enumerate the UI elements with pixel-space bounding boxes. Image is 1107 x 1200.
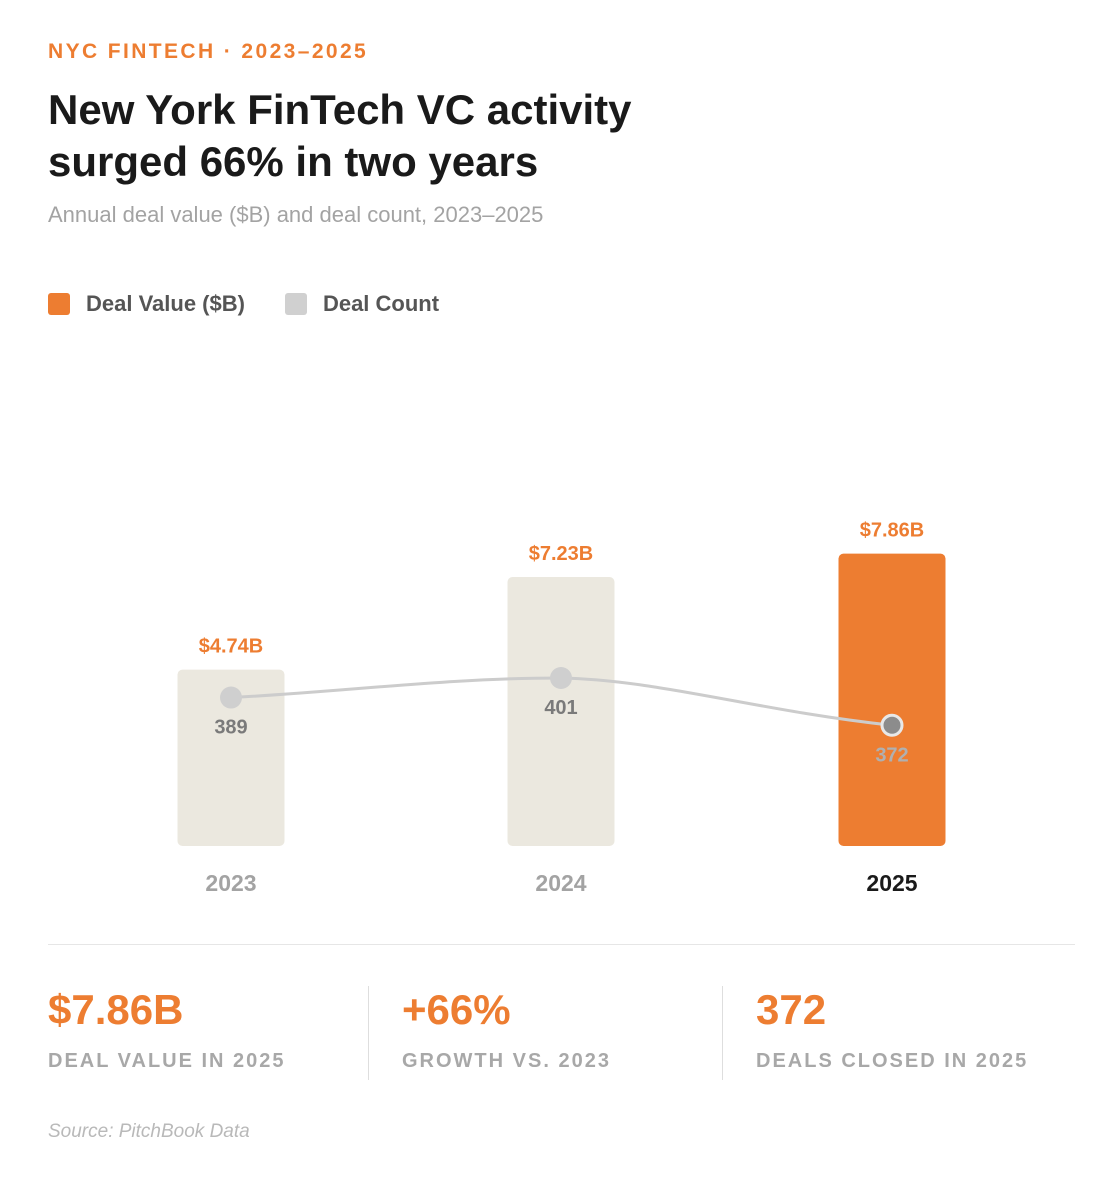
chart-title-line-2: surged 66% in two years <box>48 138 539 185</box>
stat-deal-value: $7.86B DEAL VALUE IN 2025 <box>48 986 286 1080</box>
bar-deal-value <box>507 577 615 846</box>
deal-count-point <box>220 686 242 709</box>
legend-label-deal-count: Deal Count <box>322 291 440 316</box>
x-tick-label: 2025 <box>866 870 917 896</box>
eyebrow-label: NYC FINTECH · 2023–2025 <box>48 40 369 63</box>
legend-item-deal-value: Deal Value ($B) <box>48 291 245 317</box>
stat-growth-label: GROWTH VS. 2023 <box>402 1050 611 1072</box>
source-note: Source: PitchBook Data <box>48 1121 250 1142</box>
deal-count-label: 389 <box>214 717 247 739</box>
stat-separator <box>722 986 723 1080</box>
stat-growth-number: +66% <box>402 986 511 1033</box>
stat-growth: +66% GROWTH VS. 2023 <box>402 986 611 1080</box>
combo-chart: $4.74B 2023 $7.23B 2024 $7.86B 2025 389 401 372 <box>177 520 946 896</box>
chart-title-line-1: New York FinTech VC activity <box>48 86 632 133</box>
bar-deal-value <box>177 669 285 846</box>
stat-separator <box>368 986 369 1080</box>
deal-count-point <box>880 713 904 737</box>
bar-value-label: $4.74B <box>199 636 264 658</box>
chart-legend: Deal Value ($B) Deal Count <box>48 291 479 317</box>
deal-count-label: 372 <box>875 744 908 766</box>
stat-deals-closed-number: 372 <box>756 986 827 1033</box>
bar-value-label: $7.23B <box>529 543 594 565</box>
stat-deal-value-label: DEAL VALUE IN 2025 <box>48 1050 286 1072</box>
x-tick-label: 2023 <box>205 870 256 896</box>
x-tick-label: 2024 <box>535 870 586 896</box>
stat-deal-value-number: $7.86B <box>48 986 184 1033</box>
legend-item-deal-count: Deal Count <box>284 291 440 317</box>
bar-deal-value <box>838 553 946 846</box>
legend-label-deal-value: Deal Value ($B) <box>86 291 245 316</box>
bar-value-label: $7.86B <box>860 520 925 542</box>
chart-title: New York FinTech VC activity surged 66% … <box>48 84 808 188</box>
section-divider <box>48 944 1075 945</box>
stat-deals-closed-label: DEALS CLOSED IN 2025 <box>756 1050 1029 1072</box>
chart-subtitle: Annual deal value ($B) and deal count, 2… <box>48 202 544 227</box>
deal-count-label: 401 <box>544 697 577 719</box>
deal-count-point <box>550 667 572 689</box>
stat-deals-closed: 372 DEALS CLOSED IN 2025 <box>756 986 1028 1080</box>
legend-swatch-deal-count <box>284 293 307 315</box>
legend-swatch-deal-value <box>48 293 70 315</box>
